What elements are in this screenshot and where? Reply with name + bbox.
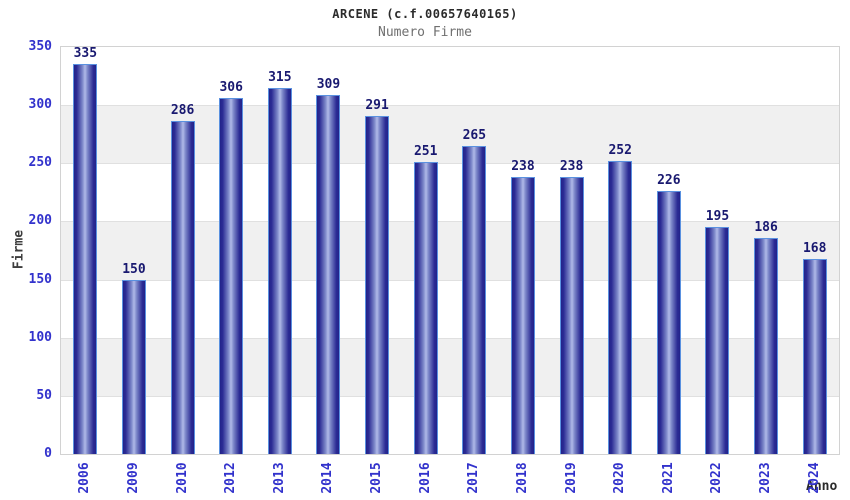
plot-area: 335 150 286 306 315 309 291 251 265 238 238 252 226 1… [60,46,840,455]
chart-subtitle: Numero Firme [378,25,472,40]
bar [705,227,730,454]
y-tick-label: 0 [44,446,52,461]
bar-value-label: 286 [170,103,195,119]
x-tick-label: 2023 [758,462,774,494]
x-tick-label: 2009 [125,462,141,494]
bar-value-label: 186 [754,219,778,235]
gridline [61,221,839,223]
x-tick-label: 2022 [709,462,725,494]
gridline [61,163,839,165]
bar [754,237,779,454]
bar [121,279,146,454]
bar [462,145,487,454]
bar-value-label: 168 [802,240,827,256]
x-tick-label: 2010 [174,462,190,494]
x-tick-label: 2012 [223,462,239,494]
bar-value-label: 238 [511,159,535,175]
bar [510,177,535,454]
gridline [61,105,839,107]
x-tick-label: 2017 [466,462,482,494]
bar-value-label: 238 [559,159,584,175]
bar [559,177,584,454]
x-tick-label: 2014 [320,462,336,494]
y-tick-label: 100 [28,329,52,345]
bar [656,191,681,454]
x-tick-label: 2016 [417,462,433,494]
bar-value-label: 265 [462,127,487,143]
gridline [61,395,839,397]
bar-value-label: 309 [316,76,341,92]
x-tick-label: 2024 [806,462,822,494]
y-tick-label: 350 [28,39,52,54]
y-tick-label: 50 [36,387,52,403]
gridline [61,337,839,339]
x-tick-label: 2015 [369,462,385,494]
x-tick-label: 2013 [271,462,287,494]
bar [267,87,292,454]
bar-value-label: 306 [219,80,243,96]
bar [316,94,341,454]
bar [73,64,98,454]
x-tick-label: 2018 [514,462,530,494]
bar-value-label: 315 [268,69,292,85]
y-tick-label: 300 [28,97,52,113]
bar [413,162,438,454]
bar [802,258,827,454]
bar [219,98,244,454]
y-tick-label: 250 [28,155,52,171]
x-tick-label: 2020 [612,462,628,494]
bar-value-label: 195 [705,209,730,225]
bar-value-label: 291 [365,97,389,113]
bar-value-label: 252 [608,142,632,158]
bar [170,121,195,454]
x-axis-title: Anno [806,479,838,494]
chart-title: ARCENE (c.f.00657640165) [332,7,518,21]
bar-value-label: 335 [73,46,98,62]
bar-value-label: 150 [122,261,146,277]
gridline [61,279,839,281]
bar [608,160,633,454]
y-tick-label: 200 [28,213,52,229]
x-tick-label: 2021 [660,462,676,494]
x-tick-label: 2019 [563,462,579,494]
bar-value-label: 226 [657,173,681,189]
y-tick-label: 150 [28,271,52,287]
bar-value-label: 251 [413,144,438,160]
x-tick-label: 2006 [77,462,93,494]
bar [365,115,390,454]
